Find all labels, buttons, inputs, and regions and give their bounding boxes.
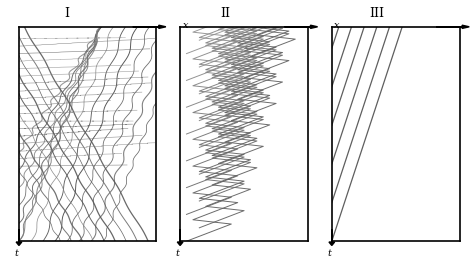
Text: I: I [64, 7, 70, 20]
Text: x: x [182, 21, 188, 30]
Text: t: t [176, 249, 180, 258]
Text: t: t [328, 249, 331, 258]
Text: t: t [15, 249, 18, 258]
Text: x: x [334, 21, 340, 30]
Text: III: III [369, 7, 384, 20]
Text: II: II [220, 7, 230, 20]
